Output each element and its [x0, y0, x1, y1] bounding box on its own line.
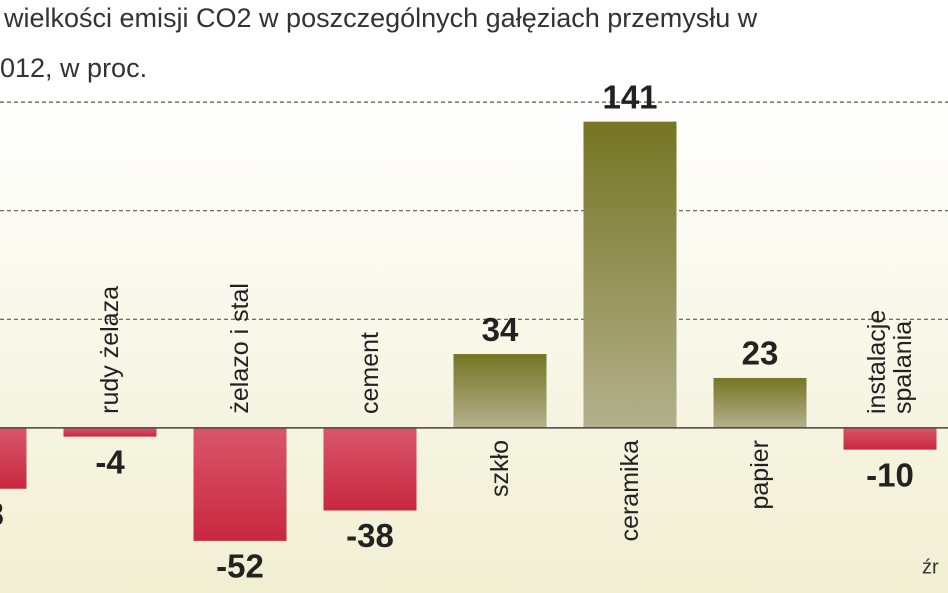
source: źr [922, 556, 939, 578]
bar [63, 427, 157, 437]
bar [193, 427, 287, 541]
value-label: -10 [866, 456, 914, 493]
bar [583, 121, 677, 428]
value-label: 23 [742, 335, 779, 372]
value-label: -38 [346, 517, 394, 554]
bar [323, 427, 417, 511]
value-label: -52 [216, 548, 264, 585]
category-label: ceramika [616, 439, 644, 542]
value-label: 141 [602, 78, 657, 115]
value-label: 34 [482, 311, 519, 348]
category-label: cement [356, 331, 384, 414]
chart-subtitle: 012, w proc. [0, 53, 147, 83]
value-label: -28 [0, 495, 4, 532]
value-label: -4 [95, 443, 125, 480]
chart-title: wielkości emisji CO2 w poszczególnych ga… [3, 3, 758, 33]
category-label: żelazo i stal [226, 283, 254, 414]
bar [453, 354, 547, 428]
bar [0, 427, 27, 489]
plot-background [0, 90, 948, 593]
category-label: rudy żelaza [96, 286, 124, 414]
bar [713, 377, 807, 428]
category-label: papier [746, 439, 774, 510]
bar [843, 427, 937, 450]
category-label: szkło [486, 439, 514, 497]
category-label: instalacje spalania [863, 309, 917, 414]
